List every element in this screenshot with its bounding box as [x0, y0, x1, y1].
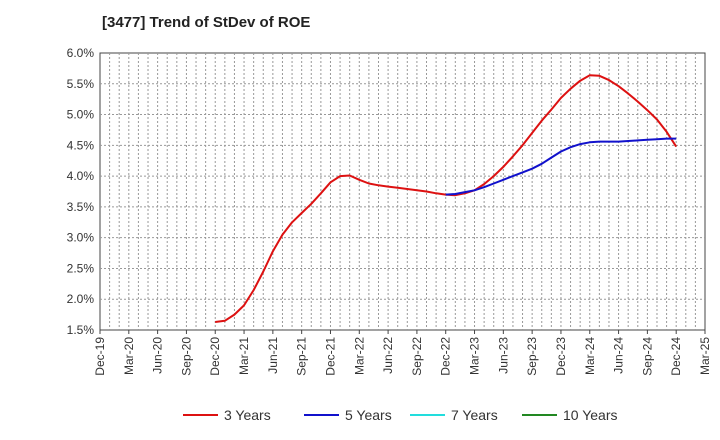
series-line: [445, 137, 677, 196]
y-tick-label: 2.0%: [67, 292, 95, 306]
x-tick-label: Mar-25: [698, 337, 712, 375]
plot-area: [99, 52, 706, 331]
x-tick-label: Mar-23: [468, 337, 482, 375]
axes: 1.5% 2.0% 2.5% 3.0% 3.5% 4.0% 4.5% 5.0% 5.5% 6.0%…: [67, 46, 712, 376]
y-tick-label: 1.5%: [67, 323, 95, 337]
grid-lines: [100, 53, 705, 330]
y-tick-label: 3.0%: [67, 231, 95, 245]
x-tick-label: Sep-22: [410, 337, 424, 376]
x-tick-label: Dec-20: [208, 337, 222, 376]
x-tick-label: Dec-19: [93, 337, 107, 376]
legend: 3 Years 5 Years 7 Years 10 Years: [183, 407, 618, 423]
legend-label: 7 Years: [451, 407, 498, 423]
y-tick-label: 4.0%: [67, 169, 95, 183]
x-tick-label: Mar-21: [237, 337, 251, 375]
x-tick-label: Jun-21: [266, 337, 280, 374]
x-tick-label: Dec-22: [439, 337, 453, 376]
y-tick-label: 4.5%: [67, 138, 95, 152]
legend-label: 10 Years: [563, 407, 618, 423]
x-tick-label: Jun-20: [151, 337, 165, 374]
y-tick-label: 3.5%: [67, 200, 95, 214]
chart-title: [3477] Trend of StDev of ROE: [102, 14, 311, 31]
x-tick-label: Dec-21: [323, 337, 337, 376]
x-tick-label: Sep-24: [640, 337, 654, 376]
y-tick-label: 5.5%: [67, 77, 95, 91]
legend-label: 3 Years: [224, 407, 271, 423]
y-tick-label: 5.0%: [67, 108, 95, 122]
x-tick-label: Sep-20: [179, 337, 193, 376]
legend-label: 5 Years: [345, 407, 392, 423]
x-tick-label: Mar-20: [122, 337, 136, 375]
x-tick-label: Sep-23: [525, 337, 539, 376]
x-tick-label: Dec-23: [554, 337, 568, 376]
x-tick-label: Mar-22: [352, 337, 366, 375]
x-tick-label: Jun-22: [381, 337, 395, 374]
x-tick-label: Mar-24: [583, 337, 597, 375]
y-tick-label: 2.5%: [67, 261, 95, 275]
x-tick-label: Jun-23: [496, 337, 510, 374]
x-tick-label: Sep-21: [295, 337, 309, 376]
series-lines: [215, 74, 678, 323]
x-tick-label: Dec-24: [669, 337, 683, 376]
x-tick-label: Jun-24: [612, 337, 626, 374]
y-tick-label: 6.0%: [67, 46, 95, 60]
